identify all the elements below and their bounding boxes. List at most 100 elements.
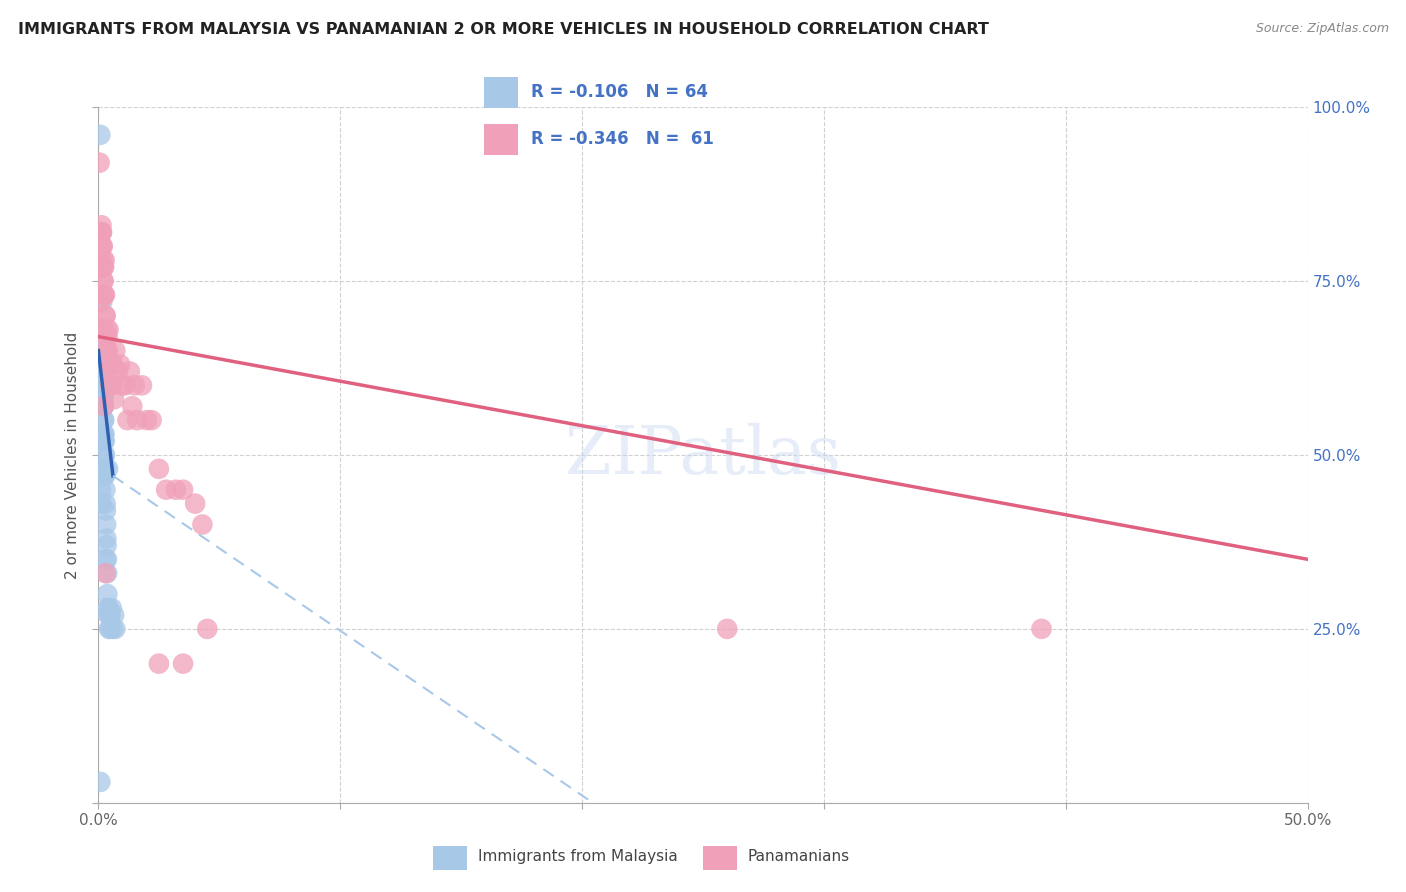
Point [97,607,120,622]
Point [135,413,157,427]
Point [91,239,114,253]
Text: R = -0.106   N = 64: R = -0.106 N = 64 [531,83,709,101]
Point [104,343,127,358]
Point [148,462,170,476]
Point [94,288,117,302]
Point [101,622,124,636]
Point [97,329,120,343]
Point [96,343,118,358]
Point [172,657,194,671]
Point [100,378,122,392]
Point [93,288,115,302]
Text: Panamanians: Panamanians [748,849,851,863]
Point [184,497,207,511]
Point [96,566,118,581]
Point [98,358,121,372]
Point [94,503,117,517]
Text: IMMIGRANTS FROM MALAYSIA VS PANAMANIAN 2 OR MORE VEHICLES IN HOUSEHOLD CORRELATI: IMMIGRANTS FROM MALAYSIA VS PANAMANIAN 2… [18,22,990,37]
Point [93,274,115,288]
Point [103,392,125,407]
Point [191,517,214,532]
Point [93,399,115,413]
Point [93,434,115,448]
Point [98,607,121,622]
Point [93,468,115,483]
Point [94,468,117,483]
Point [141,413,163,427]
Point [90,225,112,239]
Point [121,399,143,413]
FancyBboxPatch shape [433,846,467,870]
Point [94,497,117,511]
Point [155,483,177,497]
Point [97,601,120,615]
Point [93,260,115,274]
Point [100,378,122,392]
Point [93,392,115,407]
Point [90,323,112,337]
Point [91,364,114,378]
Point [165,483,187,497]
Point [93,253,115,268]
Y-axis label: 2 or more Vehicles in Household: 2 or more Vehicles in Household [65,331,80,579]
Point [96,329,118,343]
Point [107,364,129,378]
Point [98,622,121,636]
Point [90,323,112,337]
Point [91,274,114,288]
Point [91,260,114,274]
Point [94,566,117,581]
Point [91,239,114,253]
Point [93,413,115,427]
Point [90,225,112,239]
Point [94,309,117,323]
Point [94,309,117,323]
Point [97,462,120,476]
Point [100,601,122,615]
Point [89,155,111,169]
Point [96,323,118,337]
Point [91,378,114,392]
Point [94,462,117,476]
Point [104,622,127,636]
Point [94,552,117,566]
Point [90,288,112,302]
FancyBboxPatch shape [703,846,737,870]
Point [91,468,114,483]
Point [111,378,134,392]
Point [93,413,115,427]
Point [93,378,115,392]
Point [93,288,115,302]
Text: Source: ZipAtlas.com: Source: ZipAtlas.com [1256,22,1389,36]
Point [89,775,111,789]
Text: R = -0.346   N =  61: R = -0.346 N = 61 [531,130,714,148]
Point [91,358,114,372]
Point [90,219,112,233]
Point [94,483,117,497]
Point [96,538,118,552]
Point [108,358,131,372]
Point [93,427,115,442]
Point [93,434,115,448]
Point [96,552,118,566]
Point [91,392,114,407]
Point [90,253,112,268]
Point [91,253,114,268]
Point [1031,622,1053,636]
Point [93,462,115,476]
Point [90,483,112,497]
Point [93,399,115,413]
Point [91,323,114,337]
Point [93,260,115,274]
Point [91,343,114,358]
Point [91,364,114,378]
Point [716,622,738,636]
Point [118,364,141,378]
Point [96,587,118,601]
Point [131,378,153,392]
Point [90,497,112,511]
Point [97,323,120,337]
Point [195,622,218,636]
Point [94,448,117,462]
Point [90,260,112,274]
